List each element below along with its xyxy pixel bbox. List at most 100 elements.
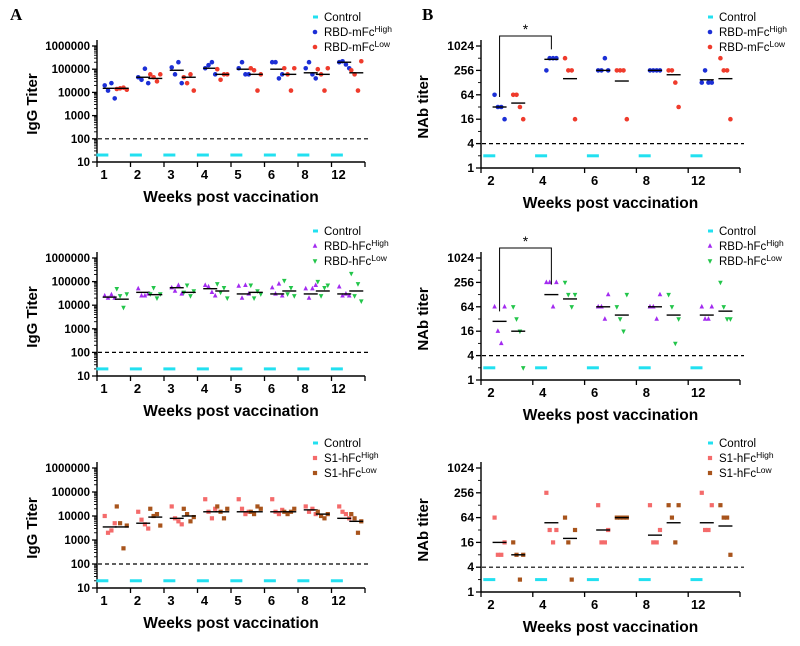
x-tick-label: 8 bbox=[643, 597, 650, 612]
legend-superscript: High bbox=[756, 450, 774, 460]
y-tick-label: 1024 bbox=[447, 39, 474, 53]
low-dose-point bbox=[248, 283, 254, 289]
low-dose-point bbox=[191, 514, 196, 520]
high-dose-point bbox=[554, 279, 559, 285]
legend-marker-control bbox=[708, 441, 713, 445]
legend-marker-high bbox=[707, 29, 713, 35]
legend-superscript: Low bbox=[769, 39, 785, 49]
control-point bbox=[586, 578, 599, 582]
high-dose-point bbox=[706, 80, 711, 85]
control-point bbox=[196, 153, 209, 157]
high-dose-point bbox=[699, 490, 704, 495]
panel-label-a: A bbox=[10, 5, 23, 24]
high-dose-point bbox=[602, 540, 607, 545]
control-point bbox=[129, 579, 142, 583]
x-tick-label: 6 bbox=[591, 385, 598, 400]
y-tick-label: 1000 bbox=[64, 535, 90, 547]
control-point bbox=[690, 366, 703, 370]
x-tick-label: 5 bbox=[234, 167, 241, 182]
low-dose-point bbox=[520, 366, 526, 371]
low-dose-point bbox=[214, 66, 220, 72]
low-dose-point bbox=[288, 88, 294, 93]
high-dose-point bbox=[139, 77, 144, 83]
x-tick-label: 2 bbox=[134, 381, 141, 396]
significance-bracket bbox=[499, 35, 552, 97]
y-tick-label: 10000 bbox=[58, 300, 90, 312]
y-tick-label: 64 bbox=[461, 88, 475, 102]
legend-marker-control bbox=[313, 15, 318, 19]
legend-label: Control bbox=[719, 12, 756, 24]
low-dose-point bbox=[158, 523, 163, 528]
y-tick-label: 100 bbox=[71, 559, 90, 571]
high-dose-point bbox=[605, 291, 611, 297]
low-dose-point bbox=[154, 511, 160, 517]
legend-label: RBD-hFcLow bbox=[719, 253, 783, 268]
low-dose-point bbox=[124, 523, 129, 528]
low-dose-point bbox=[285, 292, 290, 297]
legend-marker-control bbox=[313, 441, 318, 445]
high-dose-point bbox=[209, 516, 215, 521]
high-dose-point bbox=[276, 280, 282, 286]
high-dose-point bbox=[209, 59, 215, 65]
low-dose-point bbox=[728, 552, 733, 557]
legend-marker-high bbox=[707, 455, 713, 461]
x-tick-label: 4 bbox=[539, 597, 547, 612]
high-dose-point bbox=[206, 283, 211, 289]
control-point bbox=[129, 153, 142, 157]
high-dose-point bbox=[239, 59, 245, 65]
low-dose-point bbox=[258, 506, 263, 511]
control-point bbox=[96, 579, 109, 583]
legend-superscript: Low bbox=[756, 465, 772, 475]
control-point bbox=[330, 367, 343, 371]
high-dose-point bbox=[654, 316, 659, 321]
high-dose-point bbox=[243, 72, 248, 77]
legend-superscript: Low bbox=[766, 253, 782, 263]
high-dose-point bbox=[102, 513, 107, 519]
high-dose-point bbox=[492, 515, 497, 520]
legend-label: RBD-hFcHigh bbox=[719, 238, 784, 253]
control-point bbox=[230, 367, 243, 371]
x-tick-label: 6 bbox=[268, 593, 275, 608]
low-dose-point bbox=[154, 296, 160, 301]
y-tick-label: 10000 bbox=[58, 511, 90, 523]
y-tick-label: 4 bbox=[467, 349, 474, 363]
high-dose-point bbox=[243, 511, 248, 517]
low-dose-point bbox=[151, 286, 156, 291]
high-dose-point bbox=[105, 530, 111, 535]
low-dose-point bbox=[348, 67, 354, 73]
y-tick-label: 16 bbox=[461, 324, 475, 338]
high-dose-point bbox=[236, 283, 242, 288]
high-dose-point bbox=[336, 283, 342, 289]
legend-marker-high bbox=[312, 243, 318, 248]
legend-label: S1-hFcHigh bbox=[719, 450, 774, 465]
low-dose-point bbox=[325, 283, 331, 289]
low-dose-point bbox=[147, 72, 153, 77]
control-point bbox=[483, 154, 496, 158]
low-dose-point bbox=[184, 283, 190, 289]
x-tick-label: 2 bbox=[134, 593, 141, 608]
high-dose-point bbox=[554, 527, 559, 533]
y-tick-label: 10000 bbox=[58, 87, 90, 99]
x-tick-label: 2 bbox=[487, 385, 494, 400]
y-tick-label: 1000000 bbox=[45, 41, 90, 53]
low-dose-point bbox=[157, 72, 163, 77]
high-dose-point bbox=[709, 303, 715, 309]
low-dose-point bbox=[569, 68, 575, 73]
low-dose-point bbox=[117, 521, 123, 526]
high-dose-point bbox=[313, 76, 319, 81]
control-point bbox=[638, 366, 651, 370]
low-dose-point bbox=[614, 305, 620, 310]
x-tick-label: 4 bbox=[539, 173, 547, 188]
high-dose-point bbox=[310, 285, 315, 291]
high-dose-point bbox=[109, 528, 114, 533]
low-dose-point bbox=[248, 65, 254, 71]
low-dose-point bbox=[218, 77, 223, 83]
significance-star: * bbox=[523, 233, 529, 249]
high-dose-point bbox=[112, 521, 117, 526]
x-tick-label: 1 bbox=[100, 167, 107, 182]
control-point bbox=[230, 579, 243, 583]
low-dose-point bbox=[676, 104, 681, 110]
low-dose-point bbox=[514, 317, 519, 322]
legend-marker-low bbox=[707, 44, 713, 50]
x-tick-label: 8 bbox=[643, 385, 650, 400]
